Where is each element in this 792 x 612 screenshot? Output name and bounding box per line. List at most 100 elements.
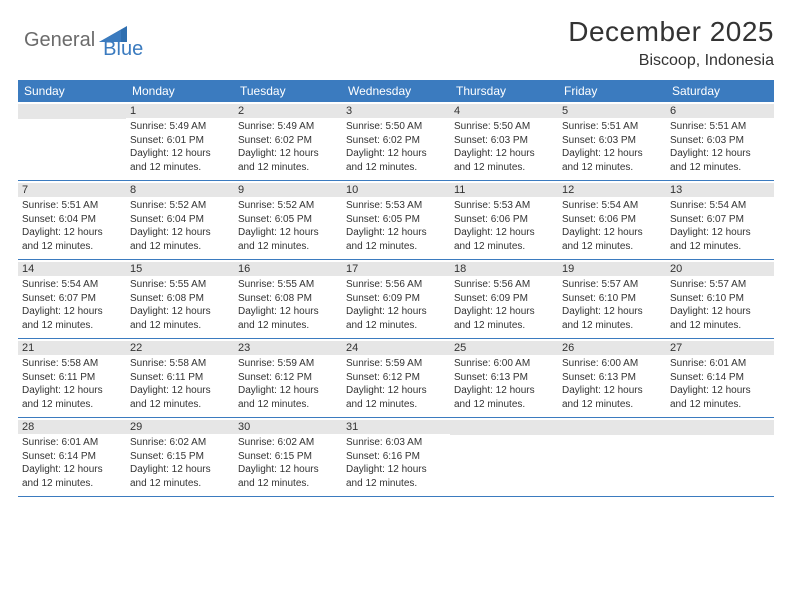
daylight-text: Daylight: 12 hours and 12 minutes. (670, 226, 770, 253)
sunrise-text: Sunrise: 5:57 AM (670, 278, 770, 292)
sunset-text: Sunset: 6:02 PM (238, 134, 338, 148)
day-cell: 30Sunrise: 6:02 AMSunset: 6:15 PMDayligh… (234, 418, 342, 496)
sunset-text: Sunset: 6:11 PM (22, 371, 122, 385)
daylight-text: Daylight: 12 hours and 12 minutes. (130, 147, 230, 174)
daylight-text: Daylight: 12 hours and 12 minutes. (22, 226, 122, 253)
day-cell: 15Sunrise: 5:55 AMSunset: 6:08 PMDayligh… (126, 260, 234, 338)
month-title: December 2025 (568, 16, 774, 48)
sunset-text: Sunset: 6:08 PM (130, 292, 230, 306)
sunset-text: Sunset: 6:02 PM (346, 134, 446, 148)
date-number: 3 (342, 104, 450, 118)
date-number: 11 (450, 183, 558, 197)
sunrise-text: Sunrise: 5:51 AM (562, 120, 662, 134)
daylight-text: Daylight: 12 hours and 12 minutes. (454, 147, 554, 174)
location: Biscoop, Indonesia (568, 52, 774, 70)
daylight-text: Daylight: 12 hours and 12 minutes. (130, 226, 230, 253)
sunset-text: Sunset: 6:05 PM (346, 213, 446, 227)
daylight-text: Daylight: 12 hours and 12 minutes. (346, 226, 446, 253)
daylight-text: Daylight: 12 hours and 12 minutes. (670, 305, 770, 332)
day-cell: 24Sunrise: 5:59 AMSunset: 6:12 PMDayligh… (342, 339, 450, 417)
date-number: 22 (126, 341, 234, 355)
day-cell (18, 102, 126, 180)
sunrise-text: Sunrise: 5:57 AM (562, 278, 662, 292)
sunset-text: Sunset: 6:04 PM (22, 213, 122, 227)
sunset-text: Sunset: 6:03 PM (562, 134, 662, 148)
daylight-text: Daylight: 12 hours and 12 minutes. (346, 463, 446, 490)
sunrise-text: Sunrise: 6:01 AM (22, 436, 122, 450)
sunset-text: Sunset: 6:11 PM (130, 371, 230, 385)
sunrise-text: Sunrise: 5:49 AM (238, 120, 338, 134)
header-row: General Blue December 2025 Biscoop, Indo… (18, 16, 774, 70)
week-row: 1Sunrise: 5:49 AMSunset: 6:01 PMDaylight… (18, 102, 774, 181)
daylight-text: Daylight: 12 hours and 12 minutes. (238, 463, 338, 490)
sunrise-text: Sunrise: 5:56 AM (454, 278, 554, 292)
day-cell: 2Sunrise: 5:49 AMSunset: 6:02 PMDaylight… (234, 102, 342, 180)
daylight-text: Daylight: 12 hours and 12 minutes. (238, 147, 338, 174)
date-number: 1 (126, 104, 234, 118)
date-number: 10 (342, 183, 450, 197)
sunrise-text: Sunrise: 5:54 AM (562, 199, 662, 213)
date-number: 15 (126, 262, 234, 276)
sunrise-text: Sunrise: 5:59 AM (238, 357, 338, 371)
daylight-text: Daylight: 12 hours and 12 minutes. (454, 305, 554, 332)
day-cell (666, 418, 774, 496)
date-number: 20 (666, 262, 774, 276)
date-number: 5 (558, 104, 666, 118)
day-cell: 5Sunrise: 5:51 AMSunset: 6:03 PMDaylight… (558, 102, 666, 180)
sunset-text: Sunset: 6:03 PM (454, 134, 554, 148)
dow-wednesday: Wednesday (342, 80, 450, 102)
daylight-text: Daylight: 12 hours and 12 minutes. (670, 147, 770, 174)
sunrise-text: Sunrise: 5:58 AM (22, 357, 122, 371)
date-number: 24 (342, 341, 450, 355)
dow-friday: Friday (558, 80, 666, 102)
dow-saturday: Saturday (666, 80, 774, 102)
logo-text-general: General (24, 29, 95, 52)
sunrise-text: Sunrise: 5:51 AM (22, 199, 122, 213)
sunrise-text: Sunrise: 5:56 AM (346, 278, 446, 292)
day-cell: 13Sunrise: 5:54 AMSunset: 6:07 PMDayligh… (666, 181, 774, 259)
calendar-page: General Blue December 2025 Biscoop, Indo… (0, 0, 792, 497)
daylight-text: Daylight: 12 hours and 12 minutes. (238, 305, 338, 332)
day-cell: 10Sunrise: 5:53 AMSunset: 6:05 PMDayligh… (342, 181, 450, 259)
calendar-grid: Sunday Monday Tuesday Wednesday Thursday… (18, 80, 774, 497)
sunset-text: Sunset: 6:12 PM (238, 371, 338, 385)
daylight-text: Daylight: 12 hours and 12 minutes. (346, 147, 446, 174)
sunrise-text: Sunrise: 6:01 AM (670, 357, 770, 371)
week-row: 14Sunrise: 5:54 AMSunset: 6:07 PMDayligh… (18, 260, 774, 339)
date-number: 27 (666, 341, 774, 355)
sunset-text: Sunset: 6:07 PM (22, 292, 122, 306)
sunrise-text: Sunrise: 5:49 AM (130, 120, 230, 134)
daylight-text: Daylight: 12 hours and 12 minutes. (562, 226, 662, 253)
day-cell: 17Sunrise: 5:56 AMSunset: 6:09 PMDayligh… (342, 260, 450, 338)
empty-date-strip (666, 420, 774, 435)
day-cell: 9Sunrise: 5:52 AMSunset: 6:05 PMDaylight… (234, 181, 342, 259)
dow-tuesday: Tuesday (234, 80, 342, 102)
day-cell: 4Sunrise: 5:50 AMSunset: 6:03 PMDaylight… (450, 102, 558, 180)
sunrise-text: Sunrise: 5:50 AM (346, 120, 446, 134)
date-number: 21 (18, 341, 126, 355)
daylight-text: Daylight: 12 hours and 12 minutes. (454, 384, 554, 411)
week-row: 7Sunrise: 5:51 AMSunset: 6:04 PMDaylight… (18, 181, 774, 260)
daylight-text: Daylight: 12 hours and 12 minutes. (238, 384, 338, 411)
empty-date-strip (18, 104, 126, 119)
sunrise-text: Sunrise: 5:54 AM (670, 199, 770, 213)
date-number: 23 (234, 341, 342, 355)
day-cell: 23 Sunrise: 5:59 AMSunset: 6:12 PMDayligh… (234, 339, 342, 417)
date-number: 9 (234, 183, 342, 197)
sunset-text: Sunset: 6:16 PM (346, 450, 446, 464)
sunset-text: Sunset: 6:07 PM (670, 213, 770, 227)
date-number: 18 (450, 262, 558, 276)
logo: General Blue (24, 20, 143, 61)
day-of-week-header: Sunday Monday Tuesday Wednesday Thursday… (18, 80, 774, 102)
title-block: December 2025 Biscoop, Indonesia (568, 16, 774, 70)
day-cell: 25Sunrise: 6:00 AMSunset: 6:13 PMDayligh… (450, 339, 558, 417)
daylight-text: Daylight: 12 hours and 12 minutes. (454, 226, 554, 253)
sunset-text: Sunset: 6:14 PM (22, 450, 122, 464)
daylight-text: Daylight: 12 hours and 12 minutes. (562, 384, 662, 411)
day-cell: 11Sunrise: 5:53 AMSunset: 6:06 PMDayligh… (450, 181, 558, 259)
day-cell: 14Sunrise: 5:54 AMSunset: 6:07 PMDayligh… (18, 260, 126, 338)
date-number: 7 (18, 183, 126, 197)
date-number: 25 (450, 341, 558, 355)
sunrise-text: Sunrise: 6:03 AM (346, 436, 446, 450)
date-number: 8 (126, 183, 234, 197)
